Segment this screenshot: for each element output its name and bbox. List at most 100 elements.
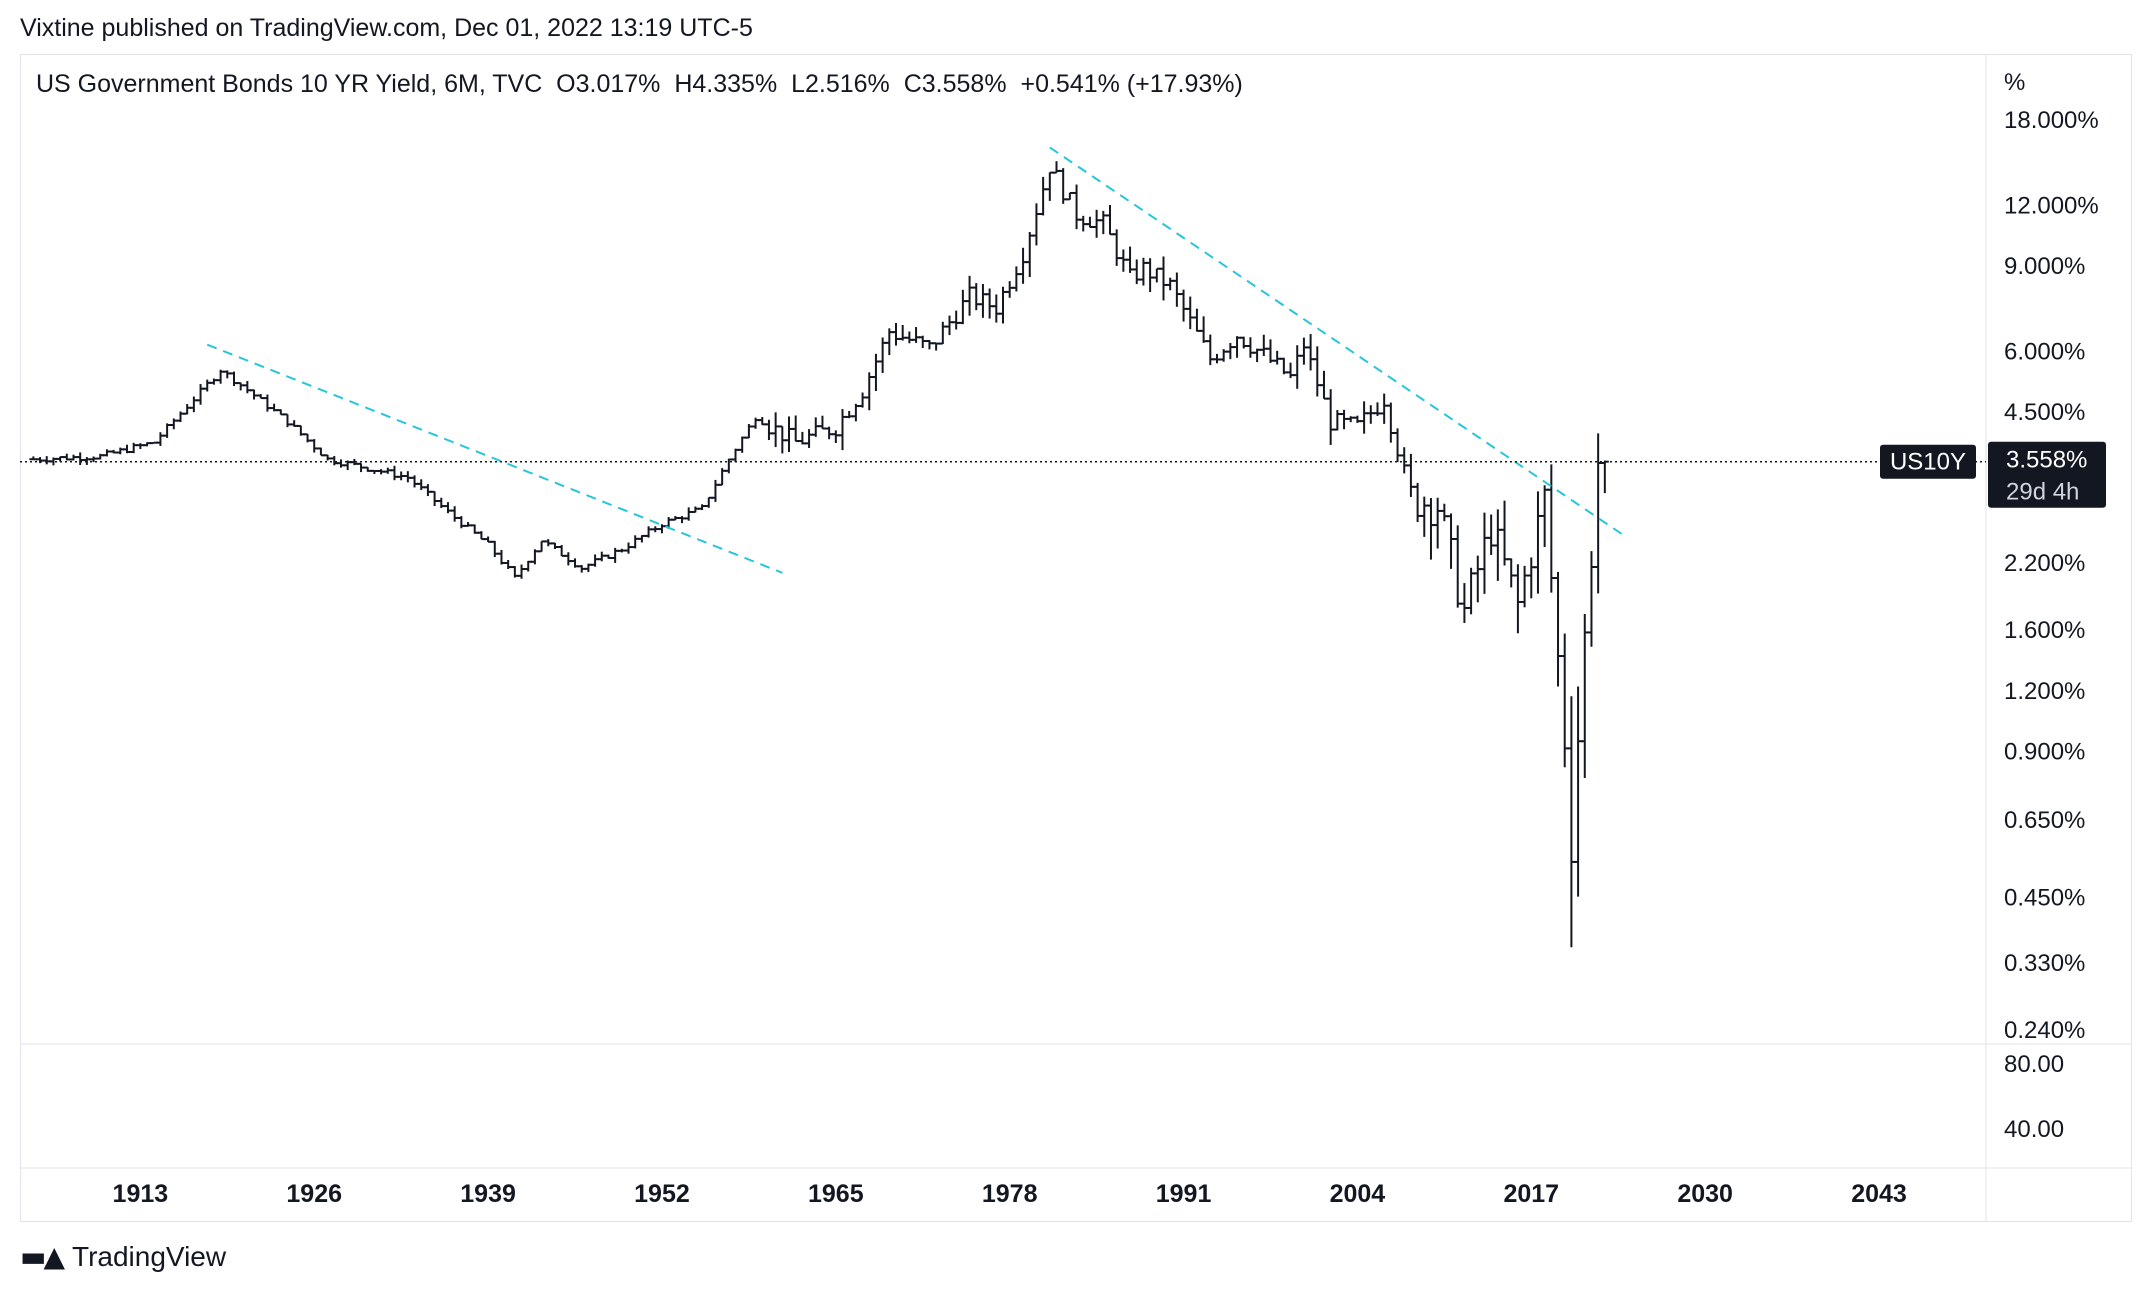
ohlc-bar <box>1266 339 1275 363</box>
time-axis[interactable]: 1913 1926 1939 1952 1965 1978 1991 2004 2017 2030… <box>113 1180 1907 1208</box>
ohlc-bar <box>1520 565 1529 608</box>
time-tick-label: 1978 <box>982 1180 1038 1208</box>
ohlc-bar <box>1099 210 1108 235</box>
price-tick-label: 12.000% <box>2004 192 2099 219</box>
ohlc-bar <box>243 380 252 394</box>
ohlc-bar <box>557 545 566 557</box>
published-byline: Vixtine published on TradingView.com, De… <box>20 14 753 42</box>
indicator-tick-label: 80.00 <box>2004 1051 2064 1078</box>
ohlc-bar <box>1380 393 1389 424</box>
ohlc-bar <box>1166 277 1175 291</box>
time-tick-label: 1952 <box>634 1180 690 1208</box>
ohlc-bar <box>550 542 559 550</box>
tradingview-logo-icon: ▬▲ <box>20 1240 65 1273</box>
chart-frame[interactable] <box>20 54 2132 1222</box>
price-axis-unit: % <box>2004 69 2025 96</box>
ohlc-bar <box>858 392 867 408</box>
ohlc-bar <box>965 275 974 316</box>
ohlc-bar <box>992 294 1001 323</box>
ohlc-bar <box>1594 433 1603 594</box>
indicator-tick-label: 40.00 <box>2004 1116 2064 1143</box>
trendline-group[interactable] <box>206 146 1626 574</box>
ohlc-bar <box>1045 171 1054 201</box>
ohlc-bar <box>417 479 426 491</box>
ohlc-bar <box>1533 491 1542 594</box>
ohlc-bar <box>1426 498 1435 560</box>
ohlc-bar <box>537 540 546 553</box>
ohlc-bar <box>203 379 212 392</box>
ohlc-bar <box>925 340 934 350</box>
ohlc-bar <box>1480 512 1489 594</box>
ohlc-bar <box>791 415 800 443</box>
ohlc-bar <box>1513 564 1522 634</box>
ohlc-bar <box>738 436 747 453</box>
ohlc-bar <box>183 404 192 415</box>
ohlc-bar <box>1306 334 1315 371</box>
symbol-tag-label: US10Y <box>1890 449 1966 476</box>
ohlc-bar <box>1386 402 1395 443</box>
ohlc-bar <box>336 459 345 468</box>
legend-symbol: US Government Bonds 10 YR Yield, 6M, TVC <box>36 70 543 98</box>
ohlc-bar <box>1500 500 1509 566</box>
symbol-tag: US10Y <box>1880 444 1976 479</box>
ohlc-bar <box>1005 281 1014 298</box>
ohlc-bars <box>29 161 1609 948</box>
ohlc-bar <box>1299 337 1308 365</box>
time-tick-label: 1939 <box>460 1180 516 1208</box>
ohlc-bar <box>892 322 901 346</box>
price-tick-label: 1.200% <box>2004 678 2085 705</box>
legend-low: L2.516% <box>791 70 890 98</box>
ohlc-bar <box>938 321 947 345</box>
symbol-legend[interactable]: US Government Bonds 10 YR Yield, 6M, TVC… <box>36 70 1243 99</box>
ohlc-bar <box>1146 258 1155 293</box>
price-tick-label: 6.000% <box>2004 339 2085 366</box>
ohlc-bar <box>1453 525 1462 608</box>
ohlc-bar <box>196 384 205 405</box>
ohlc-bar <box>1420 496 1429 537</box>
time-tick-label: 1913 <box>113 1180 169 1208</box>
ohlc-bar <box>1192 308 1201 332</box>
ohlc-bar <box>1293 345 1302 389</box>
price-axis[interactable]: 18.000% 12.000% 9.000% 6.000% 4.500% 2.200% 1.… <box>2004 107 2099 1044</box>
price-tick-label: 4.500% <box>2004 399 2085 426</box>
ohlc-bar <box>1433 497 1442 549</box>
indicator-axis[interactable]: 80.00 40.00 <box>2004 1051 2064 1143</box>
ohlc-bar <box>403 471 412 483</box>
ohlc-bar <box>1032 203 1041 246</box>
ohlc-bar <box>985 288 994 319</box>
bar-countdown: 29d 4h <box>2006 479 2079 506</box>
time-tick-label: 2030 <box>1677 1180 1733 1208</box>
ohlc-bar <box>102 449 111 457</box>
time-tick-label: 2043 <box>1851 1180 1907 1208</box>
ohlc-bar <box>1540 485 1549 548</box>
ohlc-bar <box>958 289 967 325</box>
price-tick-label: 0.650% <box>2004 807 2085 834</box>
footer-brand[interactable]: ▬▲ TradingView <box>20 1240 226 1273</box>
ohlc-bar <box>1326 389 1335 445</box>
ohlc-bar <box>1567 696 1576 948</box>
price-tick-label: 1.600% <box>2004 617 2085 644</box>
last-price-label: 3.558% 29d 4h <box>1988 441 2106 508</box>
legend-change: +0.541% (+17.93%) <box>1020 70 1243 98</box>
ohlc-bar <box>838 409 847 451</box>
ohlc-bar <box>704 496 713 508</box>
ohlc-bar <box>423 484 432 497</box>
ohlc-bar <box>905 331 914 344</box>
time-tick-label: 1926 <box>286 1180 342 1208</box>
ohlc-bar <box>189 396 198 413</box>
ohlc-bar <box>945 315 954 336</box>
ohlc-bar <box>390 465 399 481</box>
ohlc-bar <box>1447 513 1456 569</box>
trendline <box>1049 146 1626 537</box>
price-tick-label: 0.330% <box>2004 950 2085 977</box>
ohlc-bar <box>1273 350 1282 365</box>
legend-open: O3.017% <box>556 70 661 98</box>
ohlc-bar <box>1574 686 1583 897</box>
ohlc-bar <box>42 456 51 465</box>
ohlc-bar <box>1179 289 1188 322</box>
ohlc-bar <box>1186 296 1195 330</box>
ohlc-bar <box>1092 209 1101 238</box>
ohlc-bar <box>1319 370 1328 400</box>
ohlc-bar <box>1460 583 1469 623</box>
